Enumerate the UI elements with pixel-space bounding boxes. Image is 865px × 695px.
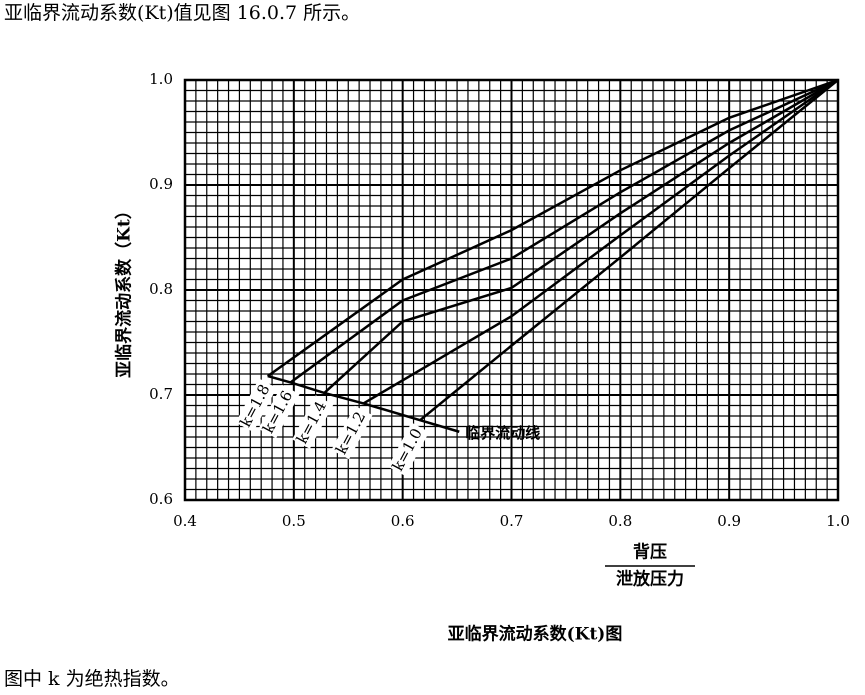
y-label: 亚临界流动系数（Kt）: [114, 202, 135, 378]
y-tick-label: 0.6: [149, 490, 173, 508]
note: 图中 k 为绝热指数。: [4, 668, 180, 690]
y-tick-label: 0.8: [149, 280, 173, 298]
series-line: [323, 78, 839, 394]
x-tick-label: 0.9: [717, 512, 741, 530]
y-tick-label: 1.0: [149, 70, 173, 88]
x-tick-label: 0.6: [391, 512, 415, 530]
x-label-numerator: 背压: [633, 542, 667, 563]
label-bg: [292, 395, 334, 449]
label-bg: [387, 422, 430, 477]
label-bg: [235, 378, 277, 432]
y-tick-label: 0.7: [149, 385, 173, 403]
x-tick-label: 0.5: [282, 512, 306, 530]
series-line: [267, 374, 460, 433]
intro-text: 亚临界流动系数(Kt)值见图 16.0.7 所示。: [4, 2, 360, 24]
x-tick-label: 1.0: [826, 512, 850, 530]
x-tick-label: 0.7: [500, 512, 524, 530]
series-label: k=1.0: [389, 425, 426, 474]
x-tick-label: 0.8: [608, 512, 632, 530]
chart-caption: 亚临界流动系数(Kt)图: [448, 624, 623, 645]
y-tick-label: 0.9: [149, 175, 173, 193]
x-label-denominator: 泄放压力: [616, 569, 684, 590]
series-line: [362, 78, 839, 405]
plot-frame: [183, 78, 840, 502]
series-line: [289, 78, 839, 384]
series-label: 临界流动线: [465, 424, 540, 442]
series-line: [266, 78, 839, 378]
label-bg: [258, 384, 300, 439]
series-line: [419, 79, 839, 422]
label-bg: [331, 405, 373, 460]
x-tick-label: 0.4: [173, 512, 197, 530]
